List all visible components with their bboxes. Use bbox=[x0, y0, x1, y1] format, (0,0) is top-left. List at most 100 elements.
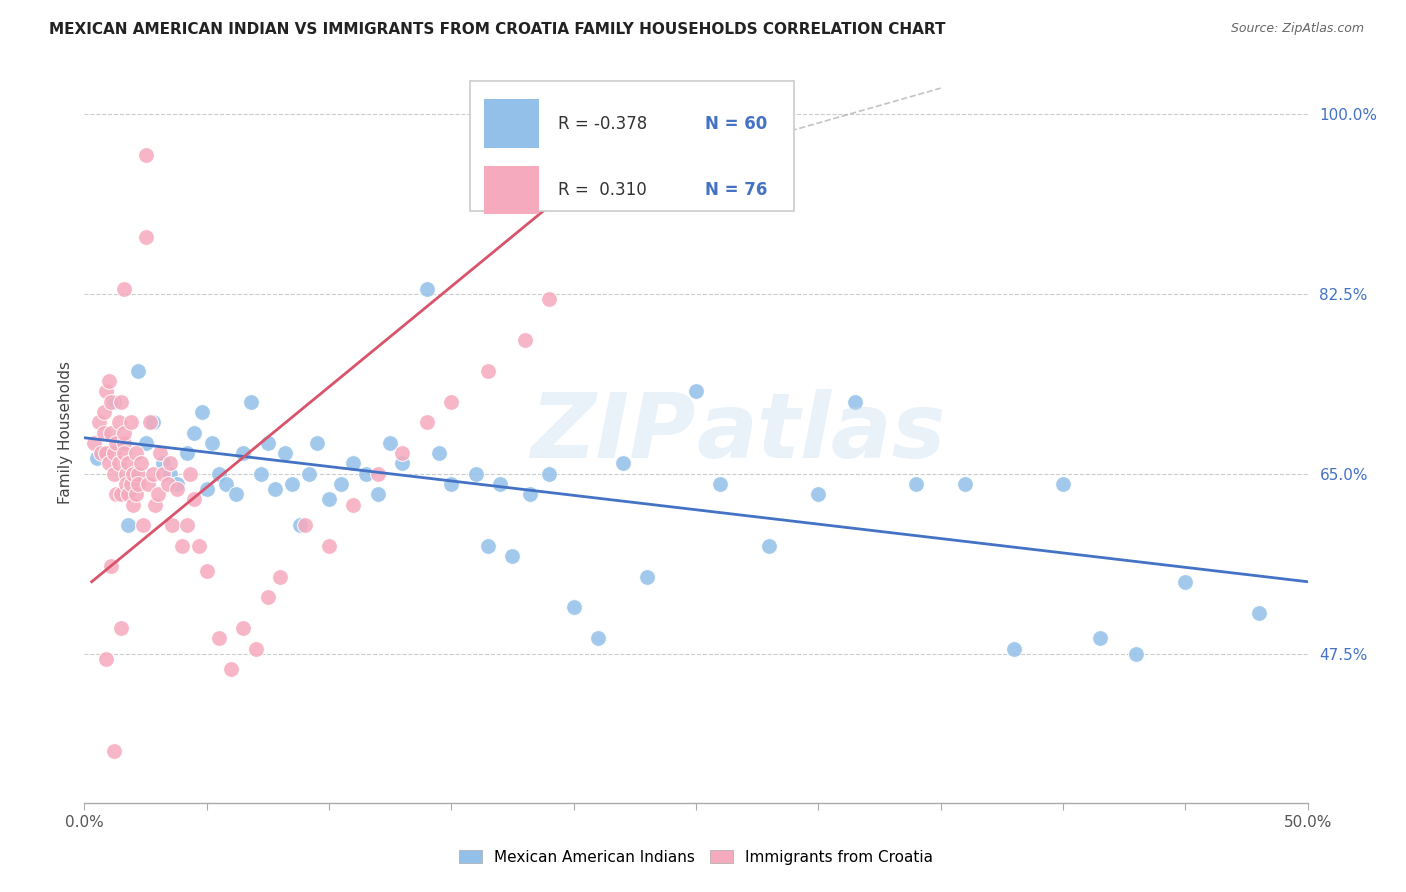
Point bbox=[208, 632, 231, 646]
Point bbox=[120, 415, 142, 429]
Point bbox=[156, 477, 179, 491]
Point bbox=[305, 436, 328, 450]
Point bbox=[245, 641, 267, 656]
Point bbox=[225, 487, 247, 501]
Point bbox=[188, 539, 211, 553]
Point bbox=[489, 477, 512, 491]
Point bbox=[477, 539, 499, 553]
Point bbox=[115, 467, 138, 481]
Point bbox=[367, 487, 389, 501]
Point bbox=[391, 457, 413, 471]
Point bbox=[117, 518, 139, 533]
Point bbox=[249, 467, 271, 481]
Point bbox=[416, 415, 439, 429]
Point bbox=[162, 518, 184, 533]
Point bbox=[135, 230, 157, 244]
Point bbox=[122, 467, 145, 481]
Text: Source: ZipAtlas.com: Source: ZipAtlas.com bbox=[1230, 22, 1364, 36]
Point bbox=[97, 457, 120, 471]
Point bbox=[179, 467, 201, 481]
Point bbox=[100, 394, 122, 409]
Point bbox=[97, 374, 120, 388]
Point bbox=[105, 436, 128, 450]
Point bbox=[807, 487, 830, 501]
Point bbox=[330, 477, 353, 491]
Point bbox=[115, 477, 138, 491]
Point bbox=[367, 467, 389, 481]
Point bbox=[103, 394, 125, 409]
Point bbox=[122, 498, 145, 512]
Point bbox=[1088, 632, 1111, 646]
Point bbox=[636, 569, 658, 583]
Point bbox=[129, 457, 152, 471]
Point bbox=[298, 467, 321, 481]
Point bbox=[685, 384, 707, 399]
FancyBboxPatch shape bbox=[470, 81, 794, 211]
Point bbox=[281, 477, 304, 491]
Point bbox=[103, 467, 125, 481]
FancyBboxPatch shape bbox=[484, 99, 540, 147]
Point bbox=[90, 446, 112, 460]
Point bbox=[709, 477, 731, 491]
Point bbox=[172, 539, 194, 553]
Point bbox=[274, 446, 297, 460]
Point bbox=[519, 487, 541, 501]
Point bbox=[758, 539, 780, 553]
Point bbox=[159, 457, 181, 471]
Point bbox=[612, 457, 634, 471]
Point bbox=[195, 565, 218, 579]
Point bbox=[215, 477, 238, 491]
Point bbox=[318, 492, 340, 507]
Point bbox=[905, 477, 928, 491]
Point bbox=[342, 457, 364, 471]
Point bbox=[953, 477, 976, 491]
Point bbox=[136, 477, 159, 491]
Point bbox=[176, 446, 198, 460]
Point bbox=[208, 467, 231, 481]
Text: N = 60: N = 60 bbox=[704, 114, 766, 133]
Point bbox=[110, 621, 132, 635]
Point bbox=[103, 744, 125, 758]
Point bbox=[232, 621, 254, 635]
Point bbox=[159, 467, 181, 481]
Point bbox=[191, 405, 214, 419]
Point bbox=[342, 498, 364, 512]
Point bbox=[257, 590, 280, 604]
Point bbox=[844, 394, 866, 409]
Text: N = 76: N = 76 bbox=[704, 181, 766, 199]
Point bbox=[125, 446, 148, 460]
Point bbox=[105, 487, 128, 501]
Point bbox=[93, 405, 115, 419]
Point bbox=[107, 457, 129, 471]
Point bbox=[127, 477, 149, 491]
Point bbox=[232, 446, 254, 460]
Point bbox=[83, 436, 105, 450]
Point bbox=[538, 292, 561, 306]
Point bbox=[427, 446, 450, 460]
Point bbox=[142, 467, 165, 481]
Point bbox=[152, 457, 174, 471]
Point bbox=[112, 282, 135, 296]
Point bbox=[1247, 606, 1270, 620]
Point bbox=[513, 333, 536, 347]
Point bbox=[132, 518, 155, 533]
Point bbox=[117, 487, 139, 501]
Point bbox=[96, 384, 118, 399]
Point bbox=[1174, 574, 1197, 589]
Text: MEXICAN AMERICAN INDIAN VS IMMIGRANTS FROM CROATIA FAMILY HOUSEHOLDS CORRELATION: MEXICAN AMERICAN INDIAN VS IMMIGRANTS FR… bbox=[49, 22, 946, 37]
Point bbox=[100, 559, 122, 574]
Point bbox=[1125, 647, 1147, 661]
Point bbox=[127, 467, 149, 481]
Point bbox=[96, 652, 118, 666]
Point bbox=[149, 446, 172, 460]
Point bbox=[464, 467, 486, 481]
Point bbox=[562, 600, 585, 615]
Point bbox=[112, 425, 135, 440]
Legend: Mexican American Indians, Immigrants from Croatia: Mexican American Indians, Immigrants fro… bbox=[454, 845, 938, 869]
Point bbox=[380, 436, 402, 450]
Point bbox=[139, 415, 162, 429]
FancyBboxPatch shape bbox=[484, 166, 540, 214]
Point bbox=[440, 477, 463, 491]
Point bbox=[264, 482, 287, 496]
Point bbox=[354, 467, 377, 481]
